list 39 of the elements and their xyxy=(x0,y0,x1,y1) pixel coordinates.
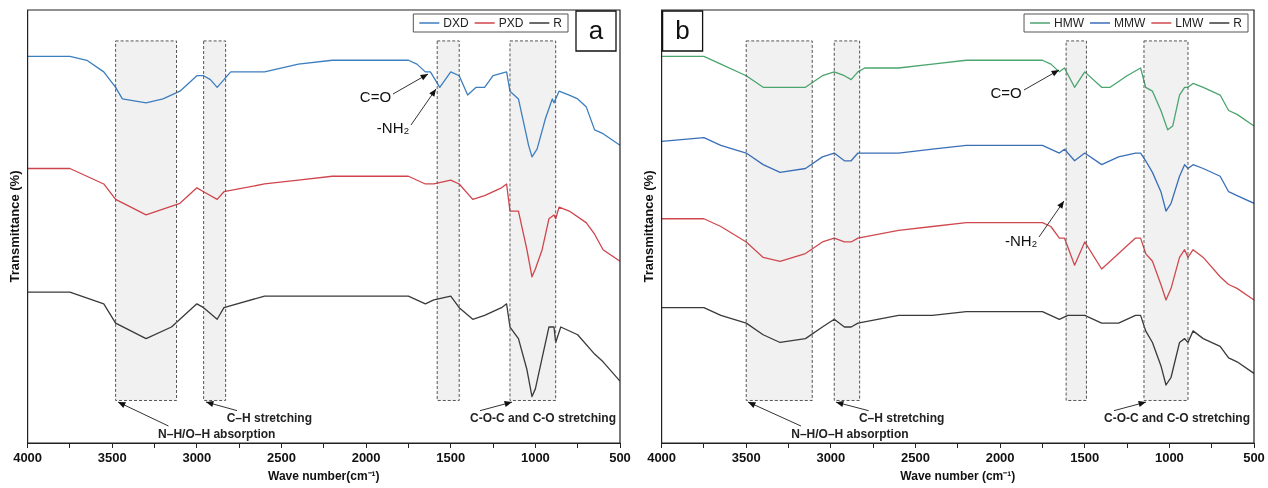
x-tick-label: 2500 xyxy=(267,450,296,466)
annotation: -NH₂ xyxy=(376,119,410,137)
band-label: C-O-C and C-O stretching xyxy=(1104,411,1250,426)
legend-label: HMW xyxy=(1054,16,1085,31)
x-tick-label: 4000 xyxy=(647,450,677,466)
x-tick-label: 2000 xyxy=(351,450,381,466)
x-tick-label: 2000 xyxy=(985,450,1015,466)
legend-label: PXD xyxy=(498,16,524,31)
legend-label: LMW xyxy=(1175,16,1205,31)
annotation: C=O xyxy=(359,88,392,105)
x-tick-label: 3000 xyxy=(182,450,212,466)
band-label: C-O-C and C-O stretching xyxy=(470,411,616,426)
y-axis-title: Transmittance (%) xyxy=(7,170,23,283)
annotation: C=O xyxy=(990,84,1022,102)
x-tick-label: 3500 xyxy=(731,450,761,466)
chart-title: b xyxy=(675,15,690,46)
x-tick-label: 1500 xyxy=(1070,450,1100,466)
legend-label: R xyxy=(553,16,563,31)
x-tick-label: 500 xyxy=(609,450,631,466)
legend-label: R xyxy=(1233,16,1243,31)
x-tick-label: 2500 xyxy=(901,450,930,466)
x-axis-title: Wave number(cm⁻¹) xyxy=(268,469,380,484)
x-tick-label: 500 xyxy=(1243,450,1265,466)
x-tick-label: 1000 xyxy=(1154,450,1184,466)
x-tick-label: 4000 xyxy=(13,450,43,466)
y-axis-title: Transmittance (%) xyxy=(641,170,657,283)
band-label: C–H stretching xyxy=(226,411,312,426)
legend-label: MMW xyxy=(1114,16,1147,31)
band-label: C–H stretching xyxy=(858,411,945,426)
annotation: -NH₂ xyxy=(1004,231,1038,249)
x-tick-label: 3000 xyxy=(816,450,846,466)
x-tick-label: 1500 xyxy=(436,450,466,466)
band-label: N–H/O–H absorption xyxy=(791,426,909,441)
x-tick-label: 1000 xyxy=(520,450,550,466)
x-tick-label: 3500 xyxy=(97,450,127,466)
legend-label: DXD xyxy=(443,16,469,31)
band-label: N–H/O–H absorption xyxy=(158,426,276,441)
chart-title: a xyxy=(588,15,604,46)
x-axis-title: Wave number (cm⁻¹) xyxy=(900,469,1016,484)
